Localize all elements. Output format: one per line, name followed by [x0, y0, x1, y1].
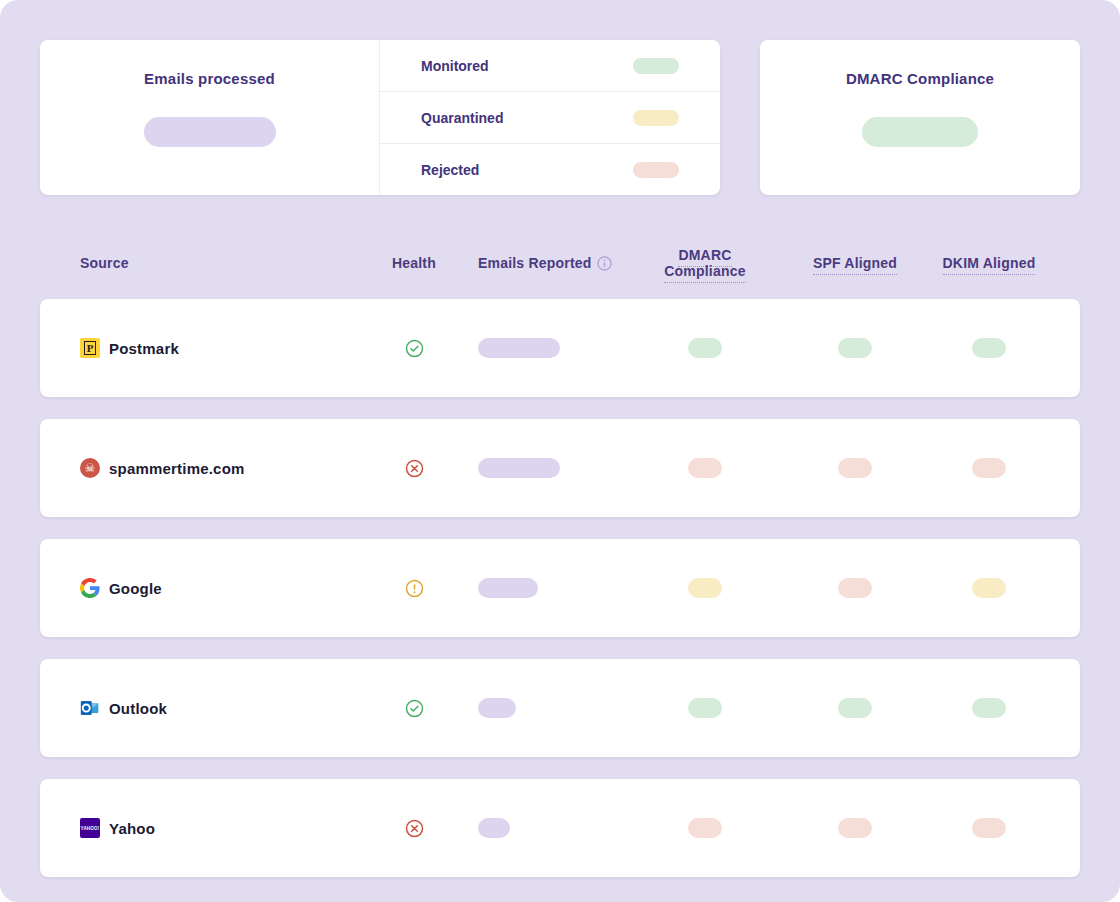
table-row-spammertime[interactable]: ☠ spammertime.com	[40, 419, 1080, 517]
emails-reported-pill	[478, 458, 560, 478]
source-cell: P Postmark	[80, 338, 360, 358]
quarantined-value-pill	[633, 110, 679, 126]
dkim-aligned-pill	[972, 698, 1006, 718]
yahoo-logo-icon: YAHOO!	[80, 818, 100, 838]
dkim-aligned-pill	[972, 338, 1006, 358]
dmarc-compliance-pill	[688, 578, 722, 598]
table-row-postmark[interactable]: P Postmark	[40, 299, 1080, 397]
spf-aligned-pill	[838, 698, 872, 718]
quarantined-label: Quarantined	[421, 110, 503, 126]
info-icon[interactable]	[597, 256, 612, 271]
emails-processed-breakdown: Monitored Quarantined Rejected	[380, 40, 720, 195]
spf-aligned-pill	[838, 578, 872, 598]
dkim-aligned-pill	[972, 578, 1006, 598]
dkim-aligned-cell	[972, 698, 1006, 718]
spf-aligned-header-label: SPF Aligned	[813, 255, 897, 275]
emails-reported-pill	[478, 578, 538, 598]
emails-reported-pill	[478, 698, 516, 718]
summary-row: Emails processed Monitored Quarantined R…	[0, 0, 1120, 195]
health-status-icon	[405, 819, 424, 838]
source-cell: YAHOO! Yahoo	[80, 818, 360, 838]
rejected-label: Rejected	[421, 162, 479, 178]
emails-processed-title: Emails processed	[144, 70, 275, 87]
column-header-emails-reported: Emails Reported	[468, 255, 638, 271]
spf-aligned-cell	[838, 578, 872, 598]
monitored-value-pill	[633, 58, 679, 74]
emails-reported-cell	[468, 338, 638, 358]
column-header-source: Source	[80, 255, 360, 271]
source-cell: ☠ spammertime.com	[80, 458, 360, 478]
source-name: Google	[109, 580, 162, 597]
dmarc-compliance-pill	[688, 338, 722, 358]
dkim-aligned-header-label: DKIM Aligned	[943, 255, 1036, 275]
dkim-aligned-cell	[972, 458, 1006, 478]
sources-table-header: Source Health Emails Reported DMARC Comp…	[40, 247, 1080, 279]
column-header-dmarc-compliance[interactable]: DMARC Compliance	[638, 247, 772, 279]
table-row-outlook[interactable]: Outlook	[40, 659, 1080, 757]
dkim-aligned-pill	[972, 458, 1006, 478]
spf-aligned-pill	[838, 338, 872, 358]
dkim-aligned-cell	[972, 818, 1006, 838]
spf-aligned-cell	[838, 458, 872, 478]
column-header-spf-aligned[interactable]: SPF Aligned	[813, 255, 897, 271]
postmark-logo-icon: P	[80, 338, 100, 358]
google-logo-icon	[80, 578, 100, 598]
source-name: Yahoo	[109, 820, 155, 837]
dmarc-compliance-cell	[688, 818, 722, 838]
source-cell: Outlook	[80, 698, 360, 718]
health-status-icon	[405, 699, 424, 718]
emails-reported-cell	[468, 578, 638, 598]
breakdown-item-quarantined: Quarantined	[380, 92, 720, 144]
dmarc-compliance-cell	[688, 458, 722, 478]
dmarc-dashboard: Emails processed Monitored Quarantined R…	[0, 0, 1120, 902]
source-name: Postmark	[109, 340, 179, 357]
emails-reported-pill	[478, 338, 560, 358]
health-status-icon	[405, 579, 424, 598]
emails-processed-card: Emails processed Monitored Quarantined R…	[40, 40, 720, 195]
emails-reported-label: Emails Reported	[478, 255, 591, 271]
emails-reported-pill	[478, 818, 510, 838]
emails-processed-total: Emails processed	[40, 40, 380, 195]
spf-aligned-cell	[838, 818, 872, 838]
dmarc-compliance-pill	[688, 818, 722, 838]
emails-reported-cell	[468, 698, 638, 718]
source-name: Outlook	[109, 700, 167, 717]
sources-table-body: P Postmark ☠	[0, 299, 1120, 877]
dmarc-compliance-header-label: DMARC Compliance	[664, 247, 745, 283]
spf-aligned-pill	[838, 818, 872, 838]
dmarc-compliance-cell	[688, 338, 722, 358]
monitored-label: Monitored	[421, 58, 489, 74]
source-name: spammertime.com	[109, 460, 245, 477]
breakdown-item-rejected: Rejected	[380, 144, 720, 195]
dkim-aligned-cell	[972, 578, 1006, 598]
spf-aligned-cell	[838, 338, 872, 358]
dkim-aligned-pill	[972, 818, 1006, 838]
table-row-yahoo[interactable]: YAHOO! Yahoo	[40, 779, 1080, 877]
dmarc-compliance-cell	[688, 698, 722, 718]
table-row-google[interactable]: Google	[40, 539, 1080, 637]
health-status-icon	[405, 339, 424, 358]
breakdown-item-monitored: Monitored	[380, 40, 720, 92]
outlook-logo-icon	[80, 698, 100, 718]
dmarc-compliance-pill	[688, 458, 722, 478]
column-header-dkim-aligned[interactable]: DKIM Aligned	[943, 255, 1036, 271]
emails-reported-cell	[468, 458, 638, 478]
spf-aligned-pill	[838, 458, 872, 478]
dmarc-compliance-cell	[688, 578, 722, 598]
spf-aligned-cell	[838, 698, 872, 718]
dmarc-compliance-value-pill	[862, 117, 978, 147]
dmarc-compliance-title: DMARC Compliance	[846, 70, 994, 87]
spammer-skull-icon: ☠	[80, 458, 100, 478]
column-header-health: Health	[392, 255, 436, 271]
source-cell: Google	[80, 578, 360, 598]
health-status-icon	[405, 459, 424, 478]
dkim-aligned-cell	[972, 338, 1006, 358]
dmarc-compliance-card: DMARC Compliance	[760, 40, 1080, 195]
emails-processed-value-pill	[144, 117, 276, 147]
emails-reported-cell	[468, 818, 638, 838]
dmarc-compliance-pill	[688, 698, 722, 718]
rejected-value-pill	[633, 162, 679, 178]
